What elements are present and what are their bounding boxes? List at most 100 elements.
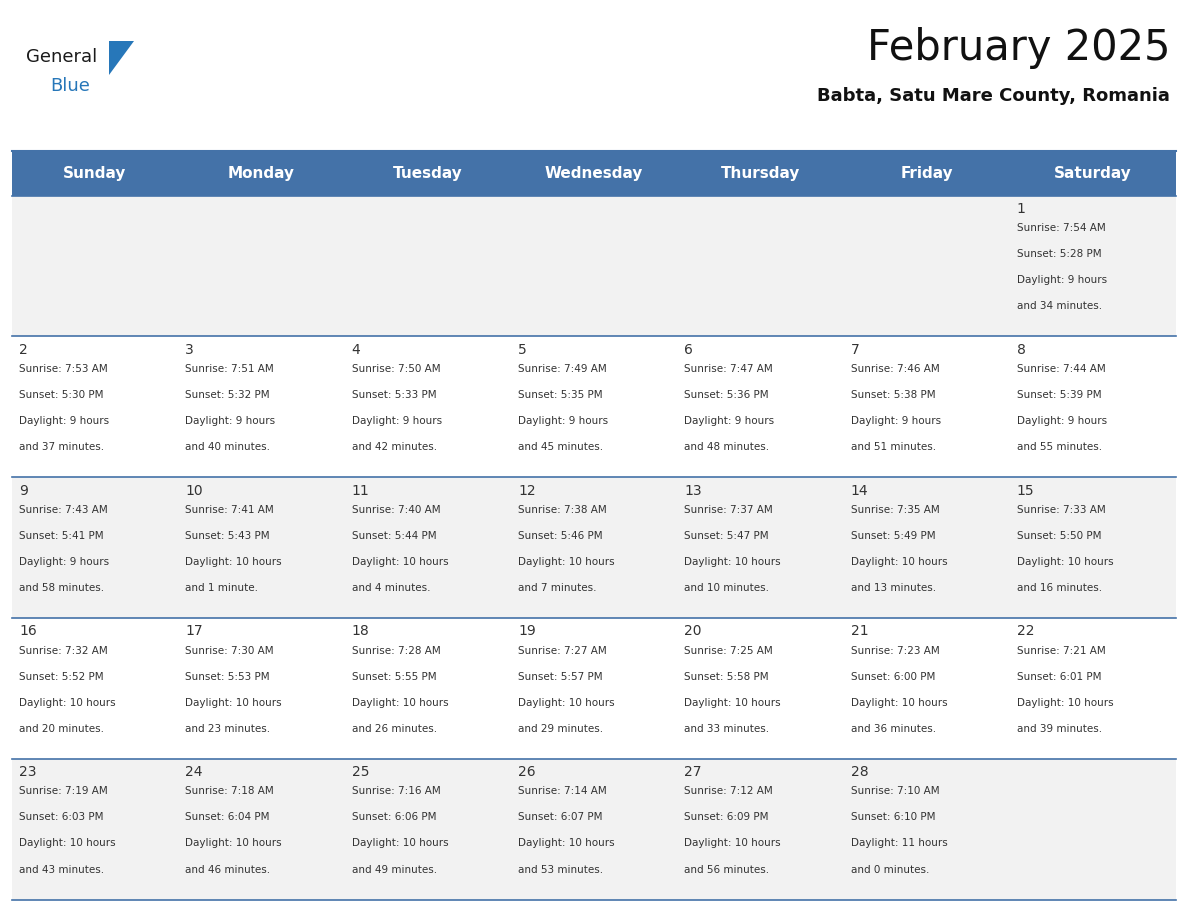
Bar [178, 196, 345, 336]
Text: 11: 11 [352, 484, 369, 498]
Text: Babta, Satu Mare County, Romania: Babta, Satu Mare County, Romania [817, 87, 1170, 106]
Text: Sunset: 5:43 PM: Sunset: 5:43 PM [185, 531, 270, 541]
Text: Daylight: 10 hours: Daylight: 10 hours [352, 698, 448, 708]
Text: 3: 3 [185, 342, 194, 357]
Text: Sunset: 5:44 PM: Sunset: 5:44 PM [352, 531, 436, 541]
Text: Daylight: 10 hours: Daylight: 10 hours [185, 838, 282, 848]
Text: Sunrise: 7:12 AM: Sunrise: 7:12 AM [684, 787, 773, 796]
Text: Daylight: 9 hours: Daylight: 9 hours [518, 416, 608, 426]
Text: Daylight: 10 hours: Daylight: 10 hours [185, 698, 282, 708]
Text: Daylight: 10 hours: Daylight: 10 hours [684, 557, 781, 566]
Polygon shape [109, 41, 134, 75]
Text: Sunset: 6:03 PM: Sunset: 6:03 PM [19, 812, 103, 823]
Text: and 42 minutes.: and 42 minutes. [352, 442, 437, 452]
Bar [12, 477, 178, 618]
Text: Daylight: 10 hours: Daylight: 10 hours [185, 557, 282, 566]
Text: Sunrise: 7:37 AM: Sunrise: 7:37 AM [684, 505, 773, 515]
Bar [843, 151, 1010, 196]
Bar [178, 618, 345, 759]
Bar [12, 336, 178, 477]
Text: Sunset: 5:55 PM: Sunset: 5:55 PM [352, 672, 436, 681]
Text: 23: 23 [19, 766, 37, 779]
Bar [677, 618, 843, 759]
Text: Sunrise: 7:54 AM: Sunrise: 7:54 AM [1017, 223, 1106, 233]
Text: Sunset: 5:36 PM: Sunset: 5:36 PM [684, 390, 769, 400]
Text: Sunrise: 7:10 AM: Sunrise: 7:10 AM [851, 787, 940, 796]
Text: and 26 minutes.: and 26 minutes. [352, 723, 437, 733]
Text: Daylight: 10 hours: Daylight: 10 hours [518, 698, 614, 708]
Text: and 58 minutes.: and 58 minutes. [19, 583, 105, 593]
Text: Sunrise: 7:27 AM: Sunrise: 7:27 AM [518, 645, 607, 655]
Text: Blue: Blue [50, 77, 90, 95]
Text: 22: 22 [1017, 624, 1035, 638]
Text: and 13 minutes.: and 13 minutes. [851, 583, 936, 593]
Text: and 39 minutes.: and 39 minutes. [1017, 723, 1102, 733]
Text: Sunset: 6:06 PM: Sunset: 6:06 PM [352, 812, 436, 823]
Bar [677, 477, 843, 618]
Text: Sunset: 5:39 PM: Sunset: 5:39 PM [1017, 390, 1101, 400]
Bar [677, 336, 843, 477]
Text: and 36 minutes.: and 36 minutes. [851, 723, 936, 733]
Bar [511, 196, 677, 336]
Text: Sunrise: 7:49 AM: Sunrise: 7:49 AM [518, 364, 607, 374]
Bar [12, 618, 178, 759]
Bar [511, 477, 677, 618]
Text: Daylight: 10 hours: Daylight: 10 hours [518, 557, 614, 566]
Text: Sunrise: 7:25 AM: Sunrise: 7:25 AM [684, 645, 773, 655]
Text: Daylight: 9 hours: Daylight: 9 hours [19, 416, 109, 426]
Text: Sunset: 5:41 PM: Sunset: 5:41 PM [19, 531, 103, 541]
Text: 26: 26 [518, 766, 536, 779]
Text: Sunrise: 7:40 AM: Sunrise: 7:40 AM [352, 505, 441, 515]
Text: Thursday: Thursday [721, 166, 800, 181]
Text: and 16 minutes.: and 16 minutes. [1017, 583, 1102, 593]
Text: 9: 9 [19, 484, 27, 498]
Text: and 34 minutes.: and 34 minutes. [1017, 301, 1102, 311]
Text: Sunrise: 7:50 AM: Sunrise: 7:50 AM [352, 364, 441, 374]
Text: 2: 2 [19, 342, 27, 357]
Text: Daylight: 11 hours: Daylight: 11 hours [851, 838, 947, 848]
Text: Sunset: 6:01 PM: Sunset: 6:01 PM [1017, 672, 1101, 681]
Text: Sunset: 5:35 PM: Sunset: 5:35 PM [518, 390, 602, 400]
Text: Sunset: 5:53 PM: Sunset: 5:53 PM [185, 672, 270, 681]
Text: Daylight: 10 hours: Daylight: 10 hours [352, 557, 448, 566]
Text: Sunset: 5:57 PM: Sunset: 5:57 PM [518, 672, 602, 681]
Bar [178, 336, 345, 477]
Bar [677, 151, 843, 196]
Text: and 7 minutes.: and 7 minutes. [518, 583, 596, 593]
Bar [178, 477, 345, 618]
Text: and 37 minutes.: and 37 minutes. [19, 442, 105, 452]
Text: Sunset: 5:47 PM: Sunset: 5:47 PM [684, 531, 769, 541]
Bar [843, 196, 1010, 336]
Bar [1010, 336, 1176, 477]
Text: Sunrise: 7:51 AM: Sunrise: 7:51 AM [185, 364, 274, 374]
Text: Daylight: 10 hours: Daylight: 10 hours [851, 698, 947, 708]
Text: Sunset: 5:49 PM: Sunset: 5:49 PM [851, 531, 935, 541]
Text: 15: 15 [1017, 484, 1035, 498]
Text: 10: 10 [185, 484, 203, 498]
Text: Sunset: 6:04 PM: Sunset: 6:04 PM [185, 812, 270, 823]
Bar [345, 618, 511, 759]
Text: and 51 minutes.: and 51 minutes. [851, 442, 936, 452]
Text: Daylight: 10 hours: Daylight: 10 hours [518, 838, 614, 848]
Text: Sunrise: 7:23 AM: Sunrise: 7:23 AM [851, 645, 940, 655]
Text: and 48 minutes.: and 48 minutes. [684, 442, 770, 452]
Text: 17: 17 [185, 624, 203, 638]
Text: 18: 18 [352, 624, 369, 638]
Text: Sunset: 6:09 PM: Sunset: 6:09 PM [684, 812, 769, 823]
Text: Saturday: Saturday [1054, 166, 1132, 181]
Text: and 55 minutes.: and 55 minutes. [1017, 442, 1102, 452]
Text: Sunrise: 7:18 AM: Sunrise: 7:18 AM [185, 787, 274, 796]
Text: Sunset: 5:33 PM: Sunset: 5:33 PM [352, 390, 436, 400]
Text: Daylight: 9 hours: Daylight: 9 hours [851, 416, 941, 426]
Text: Daylight: 10 hours: Daylight: 10 hours [19, 698, 115, 708]
Bar [345, 196, 511, 336]
Text: Sunrise: 7:53 AM: Sunrise: 7:53 AM [19, 364, 108, 374]
Text: 12: 12 [518, 484, 536, 498]
Text: Sunrise: 7:21 AM: Sunrise: 7:21 AM [1017, 645, 1106, 655]
Text: Sunday: Sunday [63, 166, 127, 181]
Bar [511, 618, 677, 759]
Text: Sunrise: 7:32 AM: Sunrise: 7:32 AM [19, 645, 108, 655]
Text: and 1 minute.: and 1 minute. [185, 583, 258, 593]
Text: 1: 1 [1017, 202, 1025, 216]
Text: 6: 6 [684, 342, 693, 357]
